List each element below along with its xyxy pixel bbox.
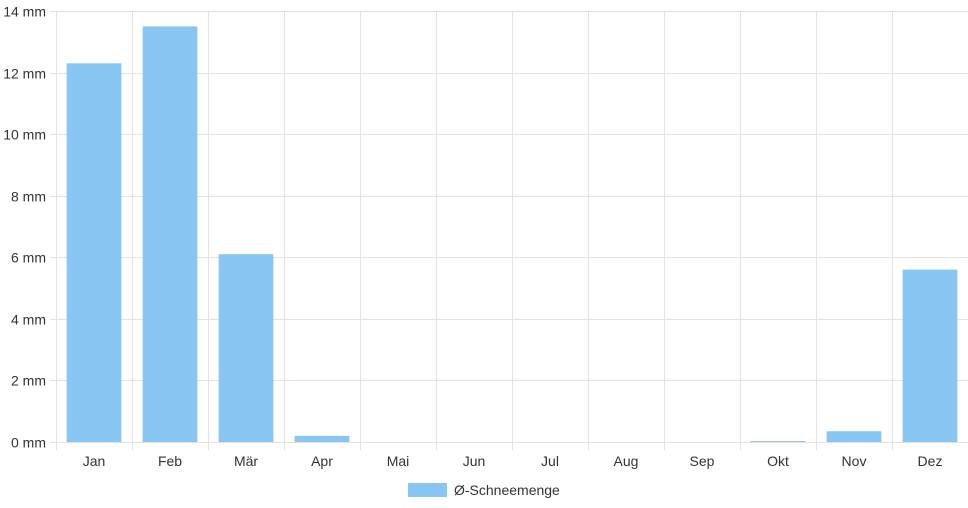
legend-swatch[interactable]	[408, 483, 447, 497]
x-tick-label: Mär	[234, 453, 258, 469]
bar[interactable]	[294, 435, 350, 442]
bar[interactable]	[66, 63, 122, 442]
x-tick-label: Feb	[158, 453, 182, 469]
y-tick-label: 4 mm	[11, 312, 46, 328]
y-tick-label: 8 mm	[11, 189, 46, 205]
y-tick-label: 10 mm	[3, 127, 46, 143]
x-tick-label: Dez	[918, 453, 943, 469]
x-tick-label: Jul	[541, 453, 559, 469]
legend-label[interactable]: Ø-Schneemenge	[454, 482, 560, 498]
bars-layer	[66, 26, 958, 443]
x-tick-label: Okt	[767, 453, 789, 469]
y-tick-label: 2 mm	[11, 373, 46, 389]
legend[interactable]: Ø-Schneemenge	[408, 482, 560, 498]
x-tick-label: Jun	[463, 453, 486, 469]
x-tick-label: Aug	[614, 453, 639, 469]
bar[interactable]	[142, 26, 198, 443]
grid-layer	[50, 11, 968, 450]
x-tick-label: Apr	[311, 453, 333, 469]
x-tick-label: Sep	[690, 453, 715, 469]
y-tick-label: 14 mm	[3, 4, 46, 20]
x-tick-label: Nov	[842, 453, 867, 469]
y-tick-label: 0 mm	[11, 435, 46, 451]
x-tick-label: Mai	[387, 453, 410, 469]
bar[interactable]	[750, 441, 806, 442]
y-tick-label: 6 mm	[11, 250, 46, 266]
x-tick-label: Jan	[83, 453, 106, 469]
axis-layer: 0 mm 2 mm 4 mm 6 mm 8 mm 10 mm 12 mm 14 mm Jan Fe…	[3, 4, 942, 470]
bar[interactable]	[902, 269, 958, 442]
y-tick-label: 12 mm	[3, 66, 46, 82]
bar[interactable]	[218, 254, 274, 442]
bar[interactable]	[826, 431, 882, 442]
